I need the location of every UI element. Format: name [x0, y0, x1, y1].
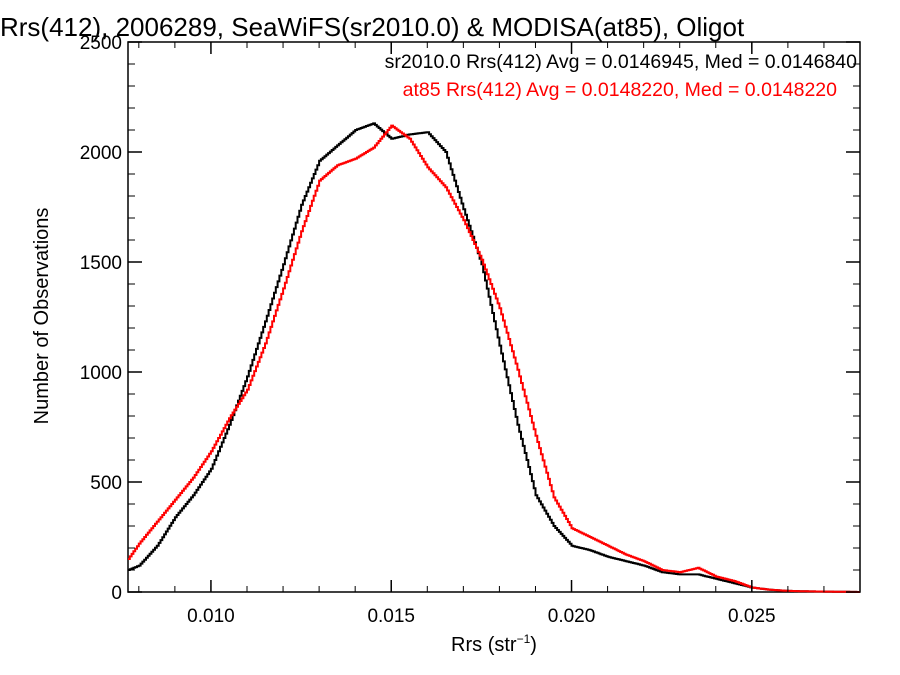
- series-line-sr2010-0: [128, 122, 860, 593]
- legend-entry-sr2010: sr2010.0 Rrs(412) Avg = 0.0146945, Med =…: [385, 51, 857, 73]
- y-tick-label: 1000: [80, 363, 122, 384]
- x-tick-label: 0.010: [187, 606, 235, 627]
- y-tick-label: 2000: [80, 143, 122, 164]
- y-axis-ticks: 0 500 1000 1500 2000 2500: [80, 33, 860, 604]
- legend-entry-at85: at85 Rrs(412) Avg = 0.0148220, Med = 0.0…: [403, 79, 838, 101]
- x-tick-label: 0.020: [548, 606, 596, 627]
- y-tick-label: 2500: [80, 33, 122, 54]
- chart-title: Rrs(412), 2006289, SeaWiFS(sr2010.0) & M…: [0, 12, 745, 42]
- series-line-at85: [128, 124, 860, 593]
- x-tick-label: 0.025: [728, 606, 776, 627]
- plot-area: 0.010 0.015 0.020 0.025 0 500 1000 1500 2000 250…: [80, 33, 861, 627]
- x-axis-label: Rrs (str−1): [451, 632, 537, 656]
- x-axis-ticks: 0.010 0.015 0.020 0.025: [138, 42, 825, 627]
- y-tick-label: 0: [111, 583, 122, 604]
- plot-frame: [127, 41, 861, 593]
- series-layer: [128, 122, 860, 593]
- x-tick-label: 0.015: [367, 606, 415, 627]
- y-tick-label: 1500: [80, 253, 122, 274]
- y-axis-label: Number of Observations: [31, 208, 53, 425]
- y-tick-label: 500: [90, 473, 122, 494]
